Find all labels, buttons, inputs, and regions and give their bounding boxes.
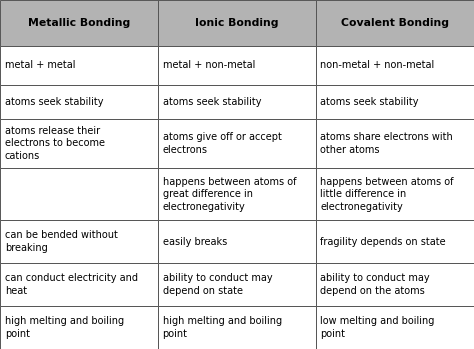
Bar (158, 119, 316, 168)
Text: fragility depends on state: fragility depends on state (320, 237, 446, 246)
Text: happens between atoms of
little difference in
electronegativity: happens between atoms of little differen… (320, 177, 454, 211)
Text: can conduct electricity and
heat: can conduct electricity and heat (5, 273, 138, 296)
Text: Ionic Bonding: Ionic Bonding (195, 18, 279, 28)
Text: easily breaks: easily breaks (163, 237, 227, 246)
Bar (158, 85, 316, 119)
Bar (0, 168, 158, 220)
Bar (0, 306, 158, 349)
Bar (0, 85, 158, 119)
Text: metal + metal: metal + metal (5, 60, 75, 70)
Text: Metallic Bonding: Metallic Bonding (28, 18, 130, 28)
Text: ability to conduct may
depend on state: ability to conduct may depend on state (163, 273, 272, 296)
Text: non-metal + non-metal: non-metal + non-metal (320, 60, 435, 70)
Bar (158, 263, 316, 306)
Text: atoms seek stability: atoms seek stability (163, 97, 261, 107)
Text: high melting and boiling
point: high melting and boiling point (163, 316, 282, 339)
Text: Covalent Bonding: Covalent Bonding (341, 18, 449, 28)
Bar (158, 0, 316, 46)
Text: high melting and boiling
point: high melting and boiling point (5, 316, 124, 339)
Text: metal + non-metal: metal + non-metal (163, 60, 255, 70)
Bar (316, 263, 474, 306)
Bar (0, 263, 158, 306)
Bar (0, 46, 158, 85)
Text: happens between atoms of
great difference in
electronegativity: happens between atoms of great differenc… (163, 177, 296, 211)
Bar (316, 0, 474, 46)
Text: can be bended without
breaking: can be bended without breaking (5, 230, 118, 253)
Text: atoms seek stability: atoms seek stability (5, 97, 103, 107)
Bar (0, 0, 158, 46)
Bar (316, 46, 474, 85)
Bar (158, 220, 316, 263)
Bar (158, 306, 316, 349)
Bar (158, 46, 316, 85)
Text: atoms share electrons with
other atoms: atoms share electrons with other atoms (320, 132, 453, 155)
Bar (158, 168, 316, 220)
Bar (316, 168, 474, 220)
Bar (0, 220, 158, 263)
Text: atoms give off or accept
electrons: atoms give off or accept electrons (163, 132, 282, 155)
Bar (316, 306, 474, 349)
Bar (316, 119, 474, 168)
Bar (316, 85, 474, 119)
Text: ability to conduct may
depend on the atoms: ability to conduct may depend on the ato… (320, 273, 430, 296)
Text: atoms release their
electrons to become
cations: atoms release their electrons to become … (5, 126, 105, 161)
Bar (0, 119, 158, 168)
Text: low melting and boiling
point: low melting and boiling point (320, 316, 435, 339)
Bar (316, 220, 474, 263)
Text: atoms seek stability: atoms seek stability (320, 97, 419, 107)
